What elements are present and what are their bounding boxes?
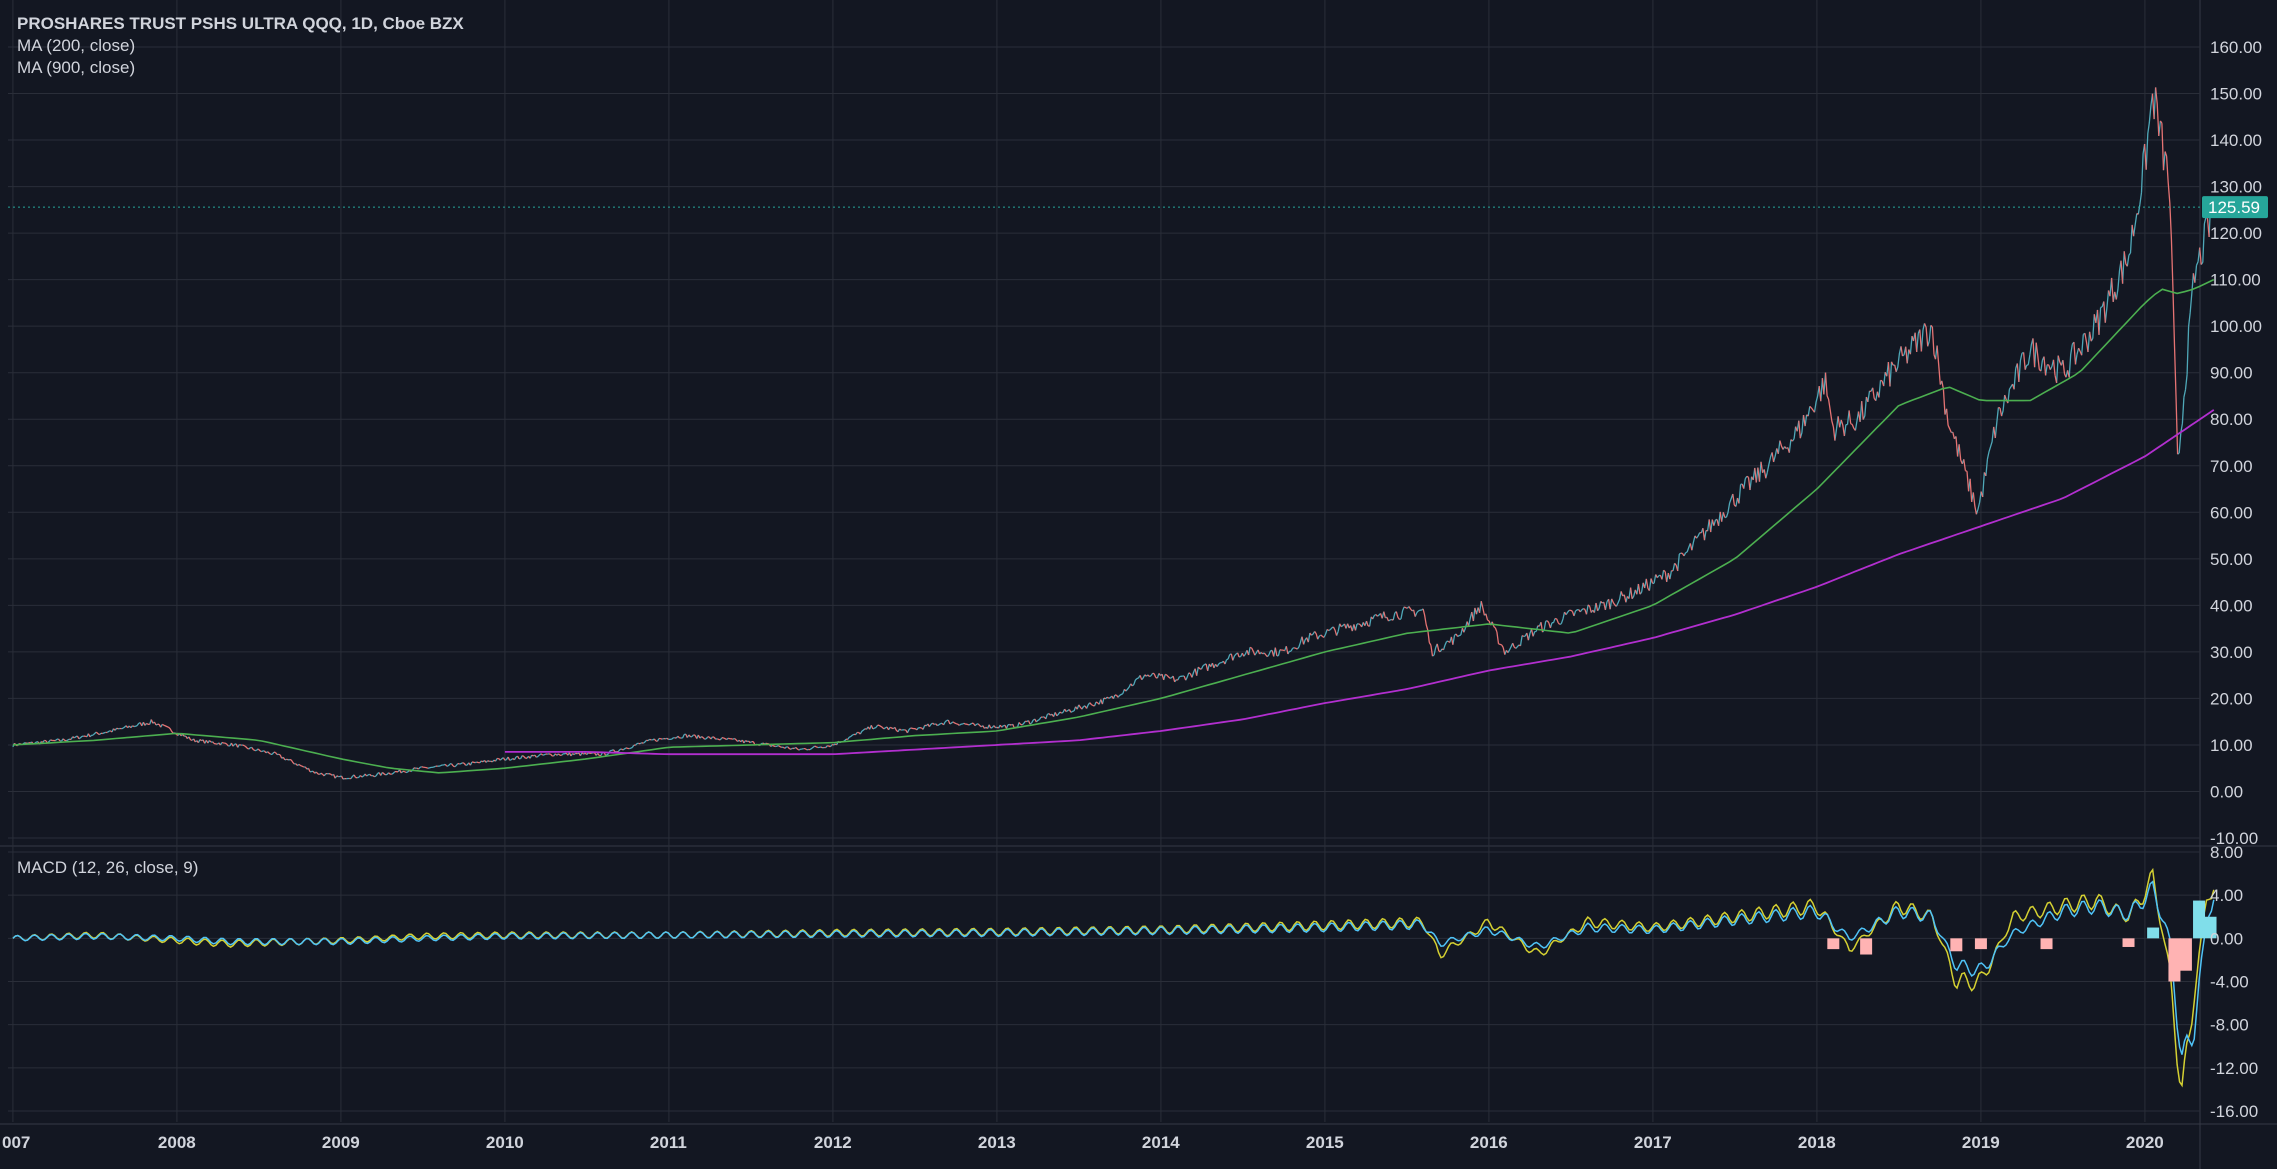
x-tick-label: 2013 <box>978 1133 1016 1152</box>
macd-axis[interactable]: 8.00 4.00 0.00 -4.00 -8.00 -12.00 -16.00 <box>2210 843 2258 1121</box>
y-tick-label: 30.00 <box>2210 643 2253 662</box>
y-tick-label: 50.00 <box>2210 550 2253 569</box>
macd-y-tick-label: -16.00 <box>2210 1102 2258 1121</box>
macd-histogram-bar <box>2147 927 2160 939</box>
price-down-candles <box>13 87 2213 780</box>
y-tick-label: 130.00 <box>2210 178 2262 197</box>
macd-histogram-bar <box>1860 938 1873 955</box>
y-tick-label: 40.00 <box>2210 596 2253 615</box>
legend-ma200[interactable]: MA (200, close) <box>17 36 135 55</box>
macd-line-yellow <box>12 867 2215 1088</box>
macd-histogram-bar <box>2193 900 2206 939</box>
macd-histogram-bar <box>2204 916 2217 939</box>
y-tick-label: 60.00 <box>2210 503 2253 522</box>
ma200-line <box>12 278 2215 774</box>
price-series <box>12 87 2215 780</box>
x-tick-label: 2017 <box>1634 1133 1672 1152</box>
y-tick-label: 80.00 <box>2210 410 2253 429</box>
x-tick-label: 2015 <box>1306 1133 1344 1152</box>
time-axis[interactable]: 007 2008 2009 2010 2011 2012 2013 2014 2015 2016 2… <box>2 1133 2164 1152</box>
x-tick-label: 2019 <box>1962 1133 2000 1152</box>
macd-y-tick-label: -4.00 <box>2210 973 2249 992</box>
ma900-line <box>504 409 2215 756</box>
legend-symbol-title[interactable]: PROSHARES TRUST PSHS ULTRA QQQ, 1D, Cboe… <box>17 14 464 33</box>
y-tick-label: 120.00 <box>2210 224 2262 243</box>
y-tick-label: 0.00 <box>2210 782 2243 801</box>
x-tick-label: 007 <box>2 1133 30 1152</box>
y-tick-label: 20.00 <box>2210 689 2253 708</box>
x-tick-label: 2010 <box>486 1133 524 1152</box>
y-tick-label: -10.00 <box>2210 829 2258 848</box>
x-tick-label: 2011 <box>650 1133 687 1152</box>
legend-macd[interactable]: MACD (12, 26, close, 9) <box>17 858 198 877</box>
x-tick-label: 2014 <box>1142 1133 1180 1152</box>
x-tick-label: 2012 <box>814 1133 852 1152</box>
price-axis[interactable]: 160.00 150.00 140.00 130.00 120.00 110.00 100.… <box>2210 38 2262 848</box>
price-up-candles <box>12 87 2215 780</box>
last-price-marker: 125.59 <box>8 196 2268 219</box>
y-tick-label: 150.00 <box>2210 85 2262 104</box>
macd-histogram-bar <box>2040 938 2053 950</box>
y-tick-label: 110.00 <box>2210 271 2261 290</box>
y-tick-label: 100.00 <box>2210 317 2262 336</box>
macd-histogram-bar <box>2179 938 2192 971</box>
macd-y-tick-label: 0.00 <box>2210 929 2243 948</box>
macd-y-tick-label: 8.00 <box>2210 843 2243 862</box>
macd-histogram-bar <box>1974 938 1987 950</box>
y-tick-label: 10.00 <box>2210 736 2253 755</box>
x-tick-label: 2016 <box>1470 1133 1508 1152</box>
y-tick-label: 70.00 <box>2210 457 2253 476</box>
macd-series <box>12 867 2217 1088</box>
macd-histogram-bar <box>1827 938 1840 950</box>
macd-histogram-bar <box>2168 938 2181 982</box>
last-price-label: 125.59 <box>2208 198 2260 217</box>
legend-ma900[interactable]: MA (900, close) <box>17 58 135 77</box>
x-tick-label: 2018 <box>1798 1133 1836 1152</box>
x-tick-label: 2008 <box>158 1133 196 1152</box>
y-tick-label: 160.00 <box>2210 38 2262 57</box>
y-tick-label: 90.00 <box>2210 364 2253 383</box>
macd-y-tick-label: -8.00 <box>2210 1016 2249 1035</box>
macd-histogram-bar <box>2122 938 2135 947</box>
x-tick-label: 2020 <box>2126 1133 2164 1152</box>
macd-histogram-bar <box>1950 938 1963 952</box>
y-tick-label: 140.00 <box>2210 131 2262 150</box>
macd-y-tick-label: -12.00 <box>2210 1059 2258 1078</box>
macd-line-blue <box>12 880 2215 1055</box>
x-tick-label: 2009 <box>322 1133 360 1152</box>
macd-y-tick-label: 4.00 <box>2210 886 2243 905</box>
last-price-tag <box>2202 196 2268 219</box>
